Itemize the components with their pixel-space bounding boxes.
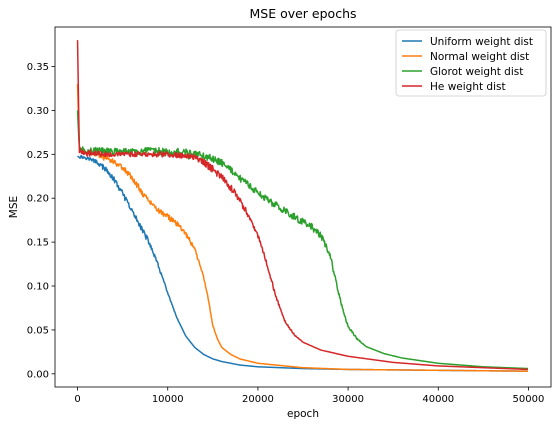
series-line-2 — [76, 110, 529, 370]
legend-box — [395, 29, 547, 97]
axes-frame — [54, 26, 552, 388]
legend-label: He weight dist — [430, 81, 506, 93]
chart-title: MSE over epochs — [249, 6, 356, 21]
axes: 0 10000 20000 30000 40000 50000 0.00 0.05 0.10 0.… — [27, 26, 552, 405]
y-tick-label: 0.35 — [27, 62, 49, 73]
x-tick-label: 30000 — [332, 394, 364, 405]
x-tick-label: 0 — [74, 394, 80, 405]
x-axis-label: epoch — [287, 408, 319, 420]
x-tick-label: 50000 — [513, 394, 545, 405]
plot-area — [76, 40, 529, 372]
series-line-1 — [76, 84, 529, 372]
legend: Uniform weight dist Normal weight dist Glo… — [395, 29, 547, 97]
legend-label: Normal weight dist — [430, 51, 529, 63]
y-tick-label: 0.15 — [27, 238, 49, 249]
series-line-3 — [76, 40, 529, 371]
x-tick-label: 40000 — [422, 394, 454, 405]
legend-label: Uniform weight dist — [430, 36, 533, 48]
y-axis-label: MSE — [8, 196, 20, 218]
legend-label: Glorot weight dist — [430, 66, 523, 78]
y-tick-label: 0.05 — [27, 325, 49, 336]
x-tick-label: 10000 — [152, 394, 184, 405]
y-tick-label: 0.25 — [27, 150, 49, 161]
y-tick-label: 0.30 — [27, 106, 49, 117]
y-tick-label: 0.20 — [27, 194, 49, 205]
y-tick-label: 0.00 — [27, 369, 49, 380]
y-tick-label: 0.10 — [27, 282, 49, 293]
x-tick-label: 20000 — [242, 394, 274, 405]
